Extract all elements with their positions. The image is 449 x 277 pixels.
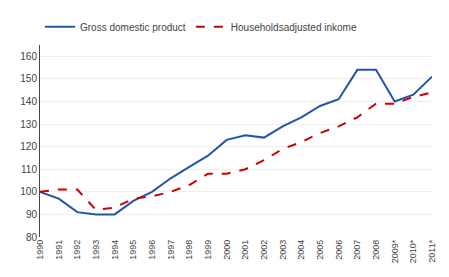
svg-text:2000: 2000 [222,240,232,260]
svg-text:2010*: 2010* [408,239,418,263]
svg-text:1990: 1990 [35,240,45,260]
svg-text:2007: 2007 [352,240,362,260]
svg-text:100: 100 [20,186,37,197]
svg-text:Gross domestic product: Gross domestic product [80,22,186,33]
svg-text:1993: 1993 [91,240,101,260]
svg-text:2006: 2006 [334,240,344,260]
svg-text:130: 130 [20,119,37,130]
svg-text:2001: 2001 [240,240,250,260]
svg-text:2008: 2008 [371,240,381,260]
svg-text:2011*: 2011* [427,239,437,262]
svg-text:1994: 1994 [110,240,120,260]
svg-text:1997: 1997 [166,240,176,260]
svg-text:160: 160 [20,51,37,62]
svg-text:1992: 1992 [72,240,82,260]
svg-text:2002: 2002 [259,240,269,260]
svg-text:110: 110 [21,164,37,175]
svg-text:80: 80 [26,232,38,243]
svg-text:Householdsadjusted inkome: Householdsadjusted inkome [231,22,357,33]
svg-text:2009*: 2009* [390,239,400,263]
svg-text:1999: 1999 [203,240,213,260]
svg-text:140: 140 [20,96,37,107]
svg-text:1991: 1991 [54,240,64,260]
svg-text:2003: 2003 [278,240,288,260]
svg-text:1995: 1995 [128,240,138,260]
svg-text:1996: 1996 [147,240,157,260]
svg-text:1998: 1998 [184,240,194,260]
svg-text:90: 90 [26,209,38,220]
svg-text:120: 120 [20,141,37,152]
svg-text:150: 150 [20,73,37,84]
svg-text:2004: 2004 [296,240,306,260]
svg-text:2005: 2005 [315,240,325,260]
